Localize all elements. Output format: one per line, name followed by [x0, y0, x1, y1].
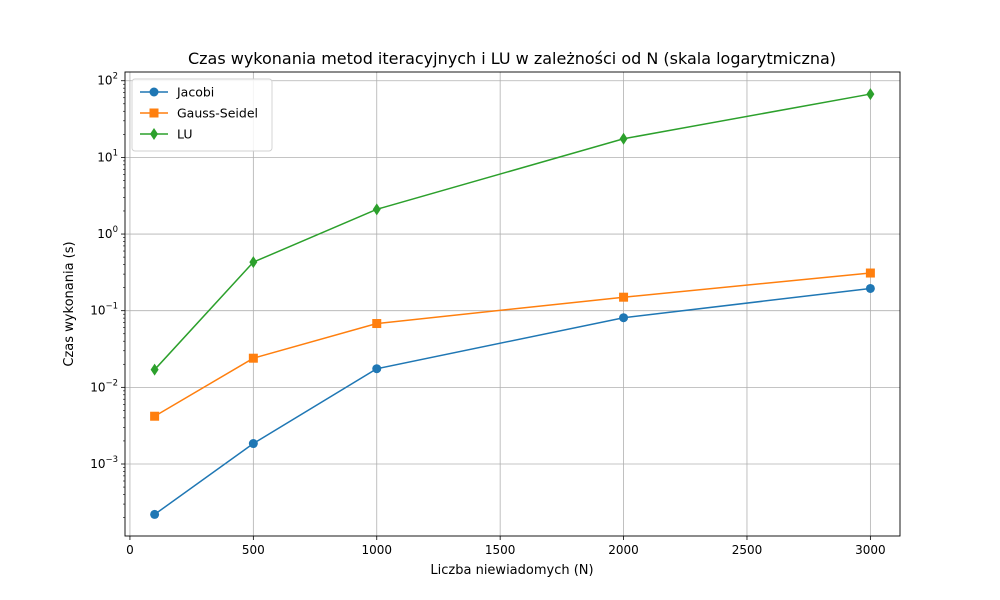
- x-axis-label: Liczba niewiadomych (N): [430, 563, 593, 578]
- data-point-gauss-seidel: [619, 292, 629, 302]
- data-point-jacobi: [150, 509, 160, 519]
- legend-label-lu: LU: [177, 127, 193, 142]
- data-point-lu: [866, 88, 875, 101]
- data-point-gauss-seidel: [372, 319, 382, 329]
- y-tick-label: 102: [97, 72, 118, 88]
- data-point-lu: [619, 132, 628, 145]
- legend-marker-lu: [150, 128, 158, 140]
- x-tick-label: 1500: [485, 543, 516, 557]
- series-group: [150, 88, 875, 519]
- data-point-jacobi: [248, 439, 258, 449]
- legend-label-gauss-seidel: Gauss-Seidel: [177, 106, 258, 121]
- data-point-gauss-seidel: [150, 411, 160, 421]
- data-point-lu: [249, 256, 258, 269]
- data-point-lu: [372, 203, 381, 216]
- data-point-jacobi: [619, 313, 629, 323]
- legend-marker-jacobi: [149, 87, 159, 97]
- series-gauss-seidel: [150, 268, 875, 421]
- legend-box: [131, 78, 273, 152]
- legend-label-jacobi: Jacobi: [176, 85, 214, 100]
- y-tick-label: 100: [97, 225, 118, 241]
- data-point-jacobi: [865, 283, 875, 293]
- y-axis-label: Czas wykonania (s): [62, 241, 77, 366]
- x-tick-label: 1000: [361, 543, 392, 557]
- plot-frame: [124, 71, 901, 537]
- data-point-lu: [150, 363, 159, 376]
- data-point-jacobi: [372, 364, 382, 374]
- series-jacobi: [150, 283, 875, 519]
- y-tick-label: 10−2: [90, 378, 118, 394]
- y-tick-label: 101: [97, 148, 118, 164]
- data-point-gauss-seidel: [248, 353, 258, 363]
- axis-ticks: 0 500 1000 1500 2000 2500 3000 10−3 10−2 10−1 100 1…: [90, 72, 885, 557]
- x-tick-label: 500: [242, 543, 265, 557]
- series-lu: [150, 88, 875, 376]
- x-tick-label: 2500: [732, 543, 763, 557]
- legend: Jacobi Gauss-Seidel LU: [131, 78, 273, 152]
- grid: [125, 72, 900, 536]
- y-tick-label: 10−1: [90, 302, 118, 318]
- legend-marker-gauss-seidel: [149, 108, 159, 118]
- y-tick-label: 10−3: [90, 455, 118, 471]
- x-tick-label: 0: [126, 543, 134, 557]
- x-tick-label: 3000: [855, 543, 886, 557]
- chart-title: Czas wykonania metod iteracyjnych i LU w…: [188, 49, 836, 68]
- data-point-gauss-seidel: [865, 268, 875, 278]
- x-tick-label: 2000: [608, 543, 639, 557]
